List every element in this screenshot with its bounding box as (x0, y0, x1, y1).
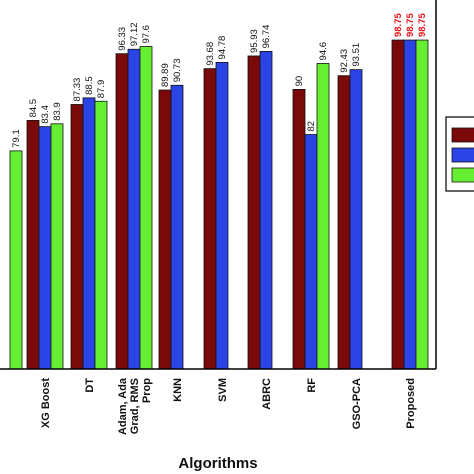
bar-Adam, Ada Grad, RMS Prop-series-1 (115, 53, 129, 370)
bar-Adam, Ada Grad, RMS Prop-series-2 (127, 48, 141, 370)
value-label: 87.9 (96, 80, 107, 99)
value-label: 93.51 (351, 43, 362, 67)
value-labels-layer: 79.184.5 83.4 83.987.33 88.5 87.996.33 97.12 9… (11, 13, 428, 148)
bar-ABRC-series-2 (259, 50, 273, 370)
bar-XG Boost-series-2 (38, 126, 52, 370)
value-label: 97.12 (129, 22, 140, 46)
x-tick-label: GSO-PCA (351, 378, 363, 429)
value-label: 97.6 (141, 25, 152, 44)
bar-DT-series-3 (94, 100, 108, 370)
value-label: 92.43 (339, 49, 350, 73)
bar-Proposed-series-3 (415, 39, 429, 370)
bar-RF-series-2 (304, 134, 318, 370)
value-label: 79.1 (11, 129, 22, 148)
bar-GSO-PCA-series-2 (349, 69, 363, 370)
bar-SVM-series-2 (215, 62, 229, 370)
bar-first-series-3 (9, 150, 23, 370)
value-label: 95.93 (249, 29, 260, 53)
value-label: 89.89 (160, 63, 171, 87)
bar-DT-series-1 (70, 104, 84, 370)
x-tick-label: Grad, RMS (129, 378, 141, 434)
x-tick-label: Proposed (405, 378, 417, 429)
bar-KNN-series-2 (170, 84, 184, 370)
value-label: 98.75 (417, 13, 428, 37)
bar-XG Boost-series-1 (26, 120, 40, 370)
value-label: 83.4 (40, 105, 51, 124)
bar-DT-series-2 (82, 97, 96, 370)
value-label: 90.73 (172, 59, 183, 83)
value-label: 98.75 (393, 13, 404, 37)
value-label: 93.68 (205, 42, 216, 66)
bar-Adam, Ada Grad, RMS Prop-series-3 (139, 46, 153, 370)
bar-ABRC-series-1 (247, 55, 261, 370)
x-tick-label: XG Boost (40, 378, 52, 428)
bar-Proposed-series-1 (391, 39, 405, 370)
bar-RF-series-1 (292, 89, 306, 370)
value-label: 94.6 (318, 42, 329, 61)
value-label: 96.33 (117, 27, 128, 51)
value-label: 88.5 (84, 76, 95, 95)
value-label: 83.9 (52, 102, 63, 121)
x-tick-label: KNN (172, 378, 184, 402)
value-label: 82 (306, 121, 317, 132)
x-tick-label: Prop (141, 378, 153, 403)
value-label: 96.74 (261, 25, 272, 49)
x-tick-label: Adam, Ada (117, 377, 129, 435)
value-label: 90 (294, 76, 305, 87)
x-tick-label: SVM (217, 378, 229, 402)
bar-XG Boost-series-3 (50, 123, 64, 370)
bar-KNN-series-1 (158, 89, 172, 370)
bar-RF-series-3 (316, 63, 330, 370)
legend-swatch-series-2 (451, 147, 474, 163)
bar-SVM-series-1 (203, 68, 217, 370)
bar-GSO-PCA-series-1 (337, 75, 351, 370)
x-tick-label: DT (84, 378, 96, 393)
legend-swatch-series-1 (451, 127, 474, 143)
value-label: 98.75 (405, 13, 416, 37)
x-tick-label: RF (306, 378, 318, 393)
x-tick-labels-layer: XG Boost DT Adam, Ada Grad, RMS Prop KNN SVM AB… (40, 377, 417, 435)
value-label: 84.5 (28, 99, 39, 118)
value-label: 87.33 (72, 78, 83, 102)
bar-Proposed-series-2 (403, 39, 417, 370)
value-label: 94.78 (217, 36, 228, 60)
x-axis-title: Algorithms (178, 455, 257, 472)
legend-swatch-series-3 (451, 167, 474, 183)
bars-layer (9, 39, 429, 370)
x-tick-label: ABRC (261, 378, 273, 410)
legend (445, 116, 474, 192)
